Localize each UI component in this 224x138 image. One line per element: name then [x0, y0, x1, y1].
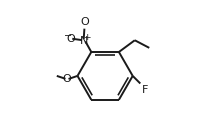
- Text: O: O: [66, 34, 75, 44]
- Text: +: +: [83, 33, 91, 42]
- Text: F: F: [142, 85, 148, 95]
- Text: N: N: [80, 36, 88, 46]
- Text: O: O: [80, 17, 89, 27]
- Text: −: −: [64, 31, 72, 41]
- Text: O: O: [63, 74, 71, 84]
